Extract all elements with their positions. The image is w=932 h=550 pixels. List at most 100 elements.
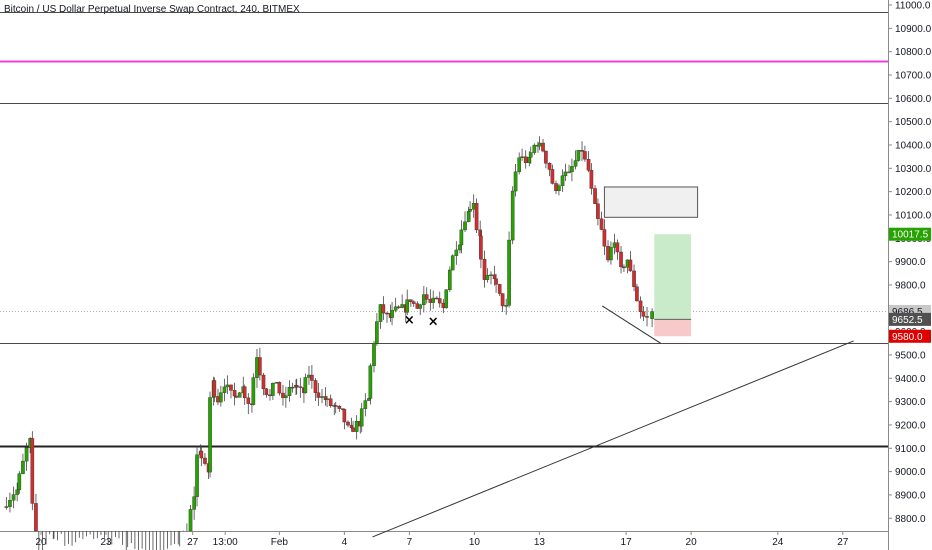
candle-body: [532, 144, 537, 153]
candle-body: [507, 239, 511, 306]
candle-body: [400, 304, 404, 308]
candle-body: [390, 310, 394, 318]
candle-body: [219, 392, 223, 403]
position-profit-zone: [654, 234, 692, 320]
candle-body: [586, 159, 591, 171]
candle-body: [188, 509, 193, 532]
candle-body: [468, 209, 472, 212]
candle-body: [363, 400, 368, 409]
candle-body: [368, 365, 373, 399]
candle-body: [396, 306, 401, 309]
candle-body: [385, 312, 389, 315]
candle-body: [497, 284, 502, 294]
chart-title: Bitcoin / US Dollar Perpetual Inverse Sw…: [4, 4, 300, 15]
x-tick-label: 7: [407, 537, 413, 548]
candle-body: [474, 203, 479, 231]
price-badge-label: 9686.5: [892, 307, 923, 318]
candle-body: [589, 170, 594, 189]
candle-body: [570, 166, 574, 173]
candle-body: [482, 258, 487, 280]
y-tick-label: 10800.0: [895, 47, 932, 58]
candle-body: [261, 374, 266, 390]
candle-body: [24, 447, 29, 462]
price-badge: [889, 227, 931, 241]
candle-body: [560, 175, 565, 187]
candle-body: [203, 457, 207, 464]
candle-body: [298, 386, 303, 388]
y-tick-label: 10600.0: [895, 94, 932, 105]
supply-zone-rectangle: [603, 186, 699, 218]
candle-body: [638, 300, 643, 313]
candle-body: [277, 382, 282, 394]
candle-body: [418, 304, 423, 309]
candle-body: [513, 171, 518, 192]
candle-body: [500, 293, 505, 307]
candle-body: [544, 150, 548, 164]
trend-line: [601, 305, 662, 344]
candle-body: [517, 157, 521, 173]
y-tick-label: 8800.0: [895, 514, 926, 525]
candle-body: [346, 421, 350, 426]
y-tick-label: 10100.0: [895, 210, 932, 221]
candle-body: [557, 185, 561, 191]
candle-body: [528, 152, 533, 158]
candle-body: [290, 386, 295, 389]
candle-body: [372, 343, 376, 367]
candle-body: [199, 450, 204, 459]
candle-body: [609, 247, 613, 261]
candle-body: [212, 380, 217, 397]
candle-body: [192, 496, 196, 510]
candle-body: [437, 298, 442, 304]
candle-body: [287, 386, 292, 396]
x-tick-label: Feb: [271, 537, 289, 548]
candle-body: [264, 388, 269, 396]
candle-body: [494, 278, 498, 285]
candle-body: [30, 438, 35, 504]
candle-body: [342, 409, 347, 423]
candle-body: [34, 503, 38, 532]
y-tick-label: 9100.0: [895, 444, 926, 455]
candle-body: [632, 270, 636, 287]
candle-body: [351, 427, 355, 432]
candle-body: [8, 500, 12, 507]
candle-body: [354, 421, 359, 432]
candle-body: [375, 321, 379, 344]
candle-body: [510, 190, 515, 241]
candle-body: [325, 398, 329, 401]
candle-body: [405, 299, 410, 313]
candle-body: [485, 275, 490, 280]
candle-body: [271, 383, 275, 396]
x-tick-label: 13: [534, 537, 546, 548]
candle-body: [237, 392, 242, 398]
y-tick-label: 9900.0: [895, 257, 926, 268]
candle-body: [619, 251, 623, 268]
candle-body: [11, 494, 16, 501]
candle-body: [303, 377, 308, 394]
candle-body: [635, 286, 639, 302]
candle-body: [444, 289, 449, 309]
candle-body: [337, 405, 342, 409]
y-tick-label: 9800.0: [895, 280, 926, 291]
x-tick-label: 13:00: [213, 537, 238, 548]
candle-body: [225, 384, 230, 388]
y-tick-label: 9500.0: [895, 350, 926, 361]
candle-body: [208, 397, 212, 473]
candle-body: [313, 380, 318, 393]
candle-body: [628, 259, 633, 272]
candle-body: [541, 142, 545, 152]
y-tick-label: 9300.0: [895, 397, 926, 408]
x-tick-label: 20: [35, 537, 47, 548]
x-tick-label: 17: [621, 537, 633, 548]
candle-body: [381, 304, 386, 314]
y-tick-label: 11000.0: [895, 1, 931, 12]
price-badge-label: 9580.0: [892, 332, 923, 343]
y-tick-label: 10900.0: [895, 24, 932, 35]
candle-body: [504, 305, 508, 307]
x-tick-label: 10: [469, 537, 481, 548]
candle-body: [333, 405, 338, 407]
x-tick-label: 20: [686, 537, 698, 548]
candle-body: [234, 395, 238, 398]
candle-body: [547, 163, 552, 170]
y-tick-label: 10300.0: [895, 164, 932, 175]
